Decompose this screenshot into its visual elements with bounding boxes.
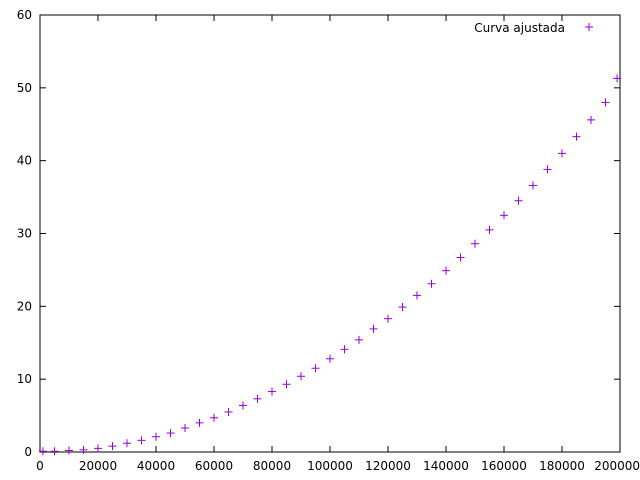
x-tick-label: 100000 [307,459,353,473]
data-point [239,401,247,410]
data-point [601,98,610,107]
data-point [558,149,566,158]
data-point [50,447,59,456]
data-point [108,442,117,451]
data-point [340,345,349,354]
legend: Curva ajustada [474,21,593,35]
y-tick-label: 30 [17,227,32,241]
x-axis: 0 20000 40000 60000 80000 100000 120000 140000 1… [36,15,640,473]
x-tick-label: 40000 [137,459,175,473]
data-point [152,432,160,441]
x-tick-label: 60000 [195,459,233,473]
plot-frame [39,14,621,453]
data-point [94,444,102,453]
y-tick-label: 50 [17,81,32,95]
x-tick-label: 20000 [79,459,117,473]
x-tick-label: 140000 [423,459,469,473]
data-point [355,335,363,344]
data-point [369,324,378,333]
y-tick-label: 0 [24,445,32,459]
data-point [282,380,291,389]
data-point [613,74,622,83]
x-tick-label: 0 [36,459,44,473]
data-point [224,407,233,416]
x-tick-label: 200000 [594,459,640,473]
data-point [514,196,523,205]
data-point [384,314,392,323]
data-point [123,439,131,448]
data-point [529,181,537,190]
legend-marker [585,23,593,31]
data-point [38,447,47,456]
data-point [253,394,262,403]
data-point [485,225,494,234]
data-point [413,291,421,300]
data-point [326,354,334,363]
data-point [471,239,479,248]
data-point [268,387,276,396]
data-point [137,436,146,445]
data-point [195,418,204,427]
x-tick-label: 120000 [365,459,411,473]
data-point [79,445,88,454]
data-point [587,115,595,124]
data-point [166,429,175,438]
data-point [456,253,465,262]
data-point [311,364,320,373]
series-layer [38,74,622,456]
data-point [181,423,189,432]
data-point [543,165,552,174]
x-tick-label: 180000 [539,459,585,473]
data-point [398,303,407,312]
data-point [65,446,73,455]
data-point [427,279,436,288]
data-point [442,266,450,275]
data-point [297,372,305,381]
y-tick-label: 10 [17,372,32,386]
legend-label: Curva ajustada [474,21,565,35]
x-tick-label: 160000 [481,459,527,473]
x-tick-label: 80000 [253,459,291,473]
data-point [572,132,581,141]
y-tick-label: 60 [17,8,32,22]
legend-marker-plus [585,23,593,31]
data-point [210,413,218,422]
y-tick-label: 40 [17,154,32,168]
y-axis: 0 10 20 30 40 50 60 [17,8,620,459]
data-point [500,211,508,220]
y-tick-label: 20 [17,299,32,313]
